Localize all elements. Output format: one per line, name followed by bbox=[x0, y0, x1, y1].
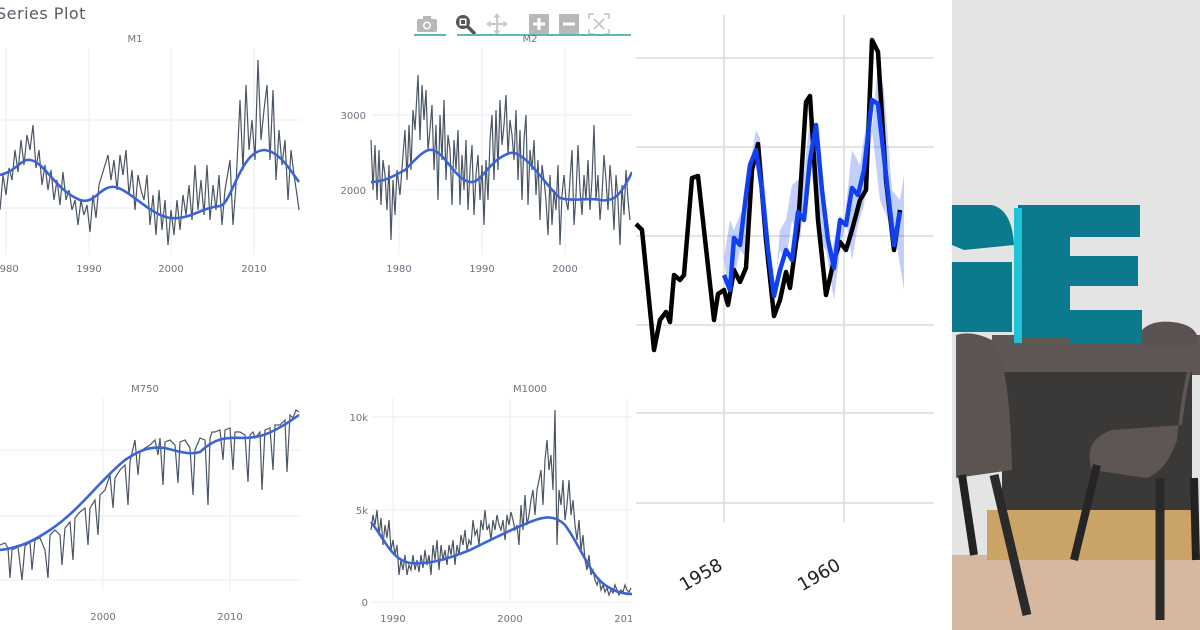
subplot-grid: M1 M2 M750 M1000 1980 1990 2000 2010 200… bbox=[0, 34, 632, 625]
svg-text:1990: 1990 bbox=[469, 264, 494, 275]
forecast-plot-panel: 1958 1960 bbox=[632, 0, 952, 630]
svg-text:1980: 1980 bbox=[0, 264, 19, 275]
svg-text:2000: 2000 bbox=[158, 264, 183, 275]
chairs-photo bbox=[952, 0, 1200, 630]
autoscale-icon[interactable] bbox=[586, 12, 612, 36]
svg-text:2000: 2000 bbox=[497, 614, 522, 625]
m1000-y-axis: 10k 5k 0 bbox=[349, 413, 368, 609]
m1000-x-axis: 1990 2000 2010 bbox=[380, 614, 632, 625]
subplot-title-m1: M1 bbox=[128, 34, 143, 45]
table-base bbox=[987, 510, 1197, 560]
zoom-icon[interactable] bbox=[452, 12, 478, 36]
svg-text:1990: 1990 bbox=[76, 264, 101, 275]
subplot-title-m750: M750 bbox=[131, 384, 159, 395]
svg-text:2000: 2000 bbox=[341, 186, 366, 197]
svg-text:2000: 2000 bbox=[90, 612, 115, 623]
subplot-title-m2: M2 bbox=[523, 34, 538, 45]
m1000-trend-line bbox=[369, 516, 632, 596]
modebar-underline bbox=[414, 34, 446, 36]
svg-text:10k: 10k bbox=[349, 413, 368, 424]
pan-icon[interactable] bbox=[484, 12, 510, 36]
forecast-x-tick-1960: 1960 bbox=[794, 555, 844, 596]
svg-text:2010: 2010 bbox=[217, 612, 242, 623]
svg-text:5k: 5k bbox=[356, 506, 368, 517]
m1000-grid bbox=[372, 398, 632, 603]
right-chair bbox=[1070, 345, 1200, 620]
m2-trend-line bbox=[370, 148, 632, 202]
svg-text:1980: 1980 bbox=[386, 264, 411, 275]
svg-text:2000: 2000 bbox=[552, 264, 577, 275]
m750-observed-line bbox=[0, 409, 300, 581]
m1-observed-line bbox=[0, 59, 300, 246]
svg-text:0: 0 bbox=[362, 598, 368, 609]
m750-trend-line bbox=[0, 413, 300, 552]
photo-panel bbox=[952, 0, 1200, 630]
forecast-actual-line bbox=[634, 37, 903, 353]
m1-x-axis: 1980 1990 2000 2010 bbox=[0, 264, 267, 275]
m750-grid bbox=[0, 398, 300, 590]
svg-text:3000: 3000 bbox=[341, 111, 366, 122]
plot-title: Series Plot bbox=[0, 4, 86, 23]
modebar-underline bbox=[457, 34, 631, 36]
plot-modebar bbox=[414, 12, 624, 38]
left-chair bbox=[956, 333, 1032, 617]
back-chair bbox=[1142, 321, 1197, 345]
letters-ge bbox=[952, 205, 1142, 343]
svg-text:2010: 2010 bbox=[614, 614, 632, 625]
m1-trend-line bbox=[0, 148, 301, 220]
m1000-observed-line bbox=[370, 409, 632, 597]
m2-y-axis: 2000 3000 bbox=[341, 111, 366, 197]
forecast-grid bbox=[636, 15, 934, 522]
camera-icon[interactable] bbox=[414, 12, 440, 36]
m2-observed-line bbox=[370, 74, 631, 246]
m2-x-axis: 1980 1990 2000 bbox=[386, 264, 577, 275]
svg-text:1990: 1990 bbox=[380, 614, 405, 625]
m750-x-axis: 2000 2010 bbox=[90, 612, 242, 623]
forecast-chart: 1958 1960 bbox=[634, 15, 934, 596]
forecast-x-tick-1958: 1958 bbox=[676, 555, 726, 596]
zoom-in-icon[interactable] bbox=[526, 12, 552, 36]
zoom-out-icon[interactable] bbox=[556, 12, 582, 36]
subplot-title-m1000: M1000 bbox=[513, 384, 547, 395]
svg-text:2010: 2010 bbox=[241, 264, 266, 275]
series-plot-panel: Series Plot M1 M2 M750 M1000 bbox=[0, 4, 632, 625]
forecast-predicted-line bbox=[721, 97, 903, 299]
